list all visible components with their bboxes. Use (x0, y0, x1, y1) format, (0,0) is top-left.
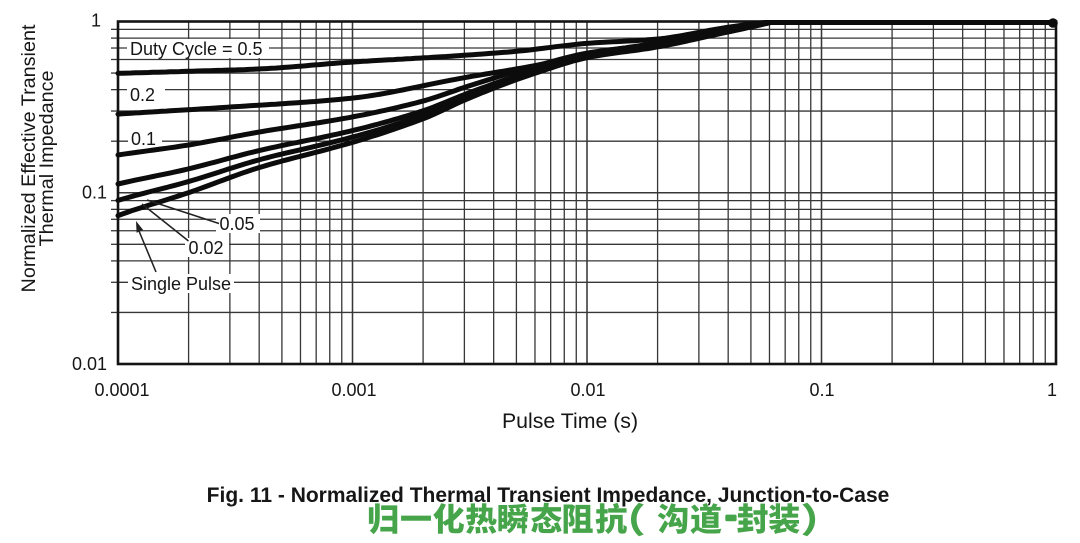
svg-text:0.001: 0.001 (331, 380, 376, 400)
svg-text:0.1: 0.1 (809, 380, 834, 400)
svg-text:0.1: 0.1 (131, 129, 156, 149)
svg-text:1: 1 (1047, 380, 1057, 400)
svg-text:0.01: 0.01 (570, 380, 605, 400)
svg-text:0.05: 0.05 (220, 214, 255, 234)
svg-text:Pulse Time (s): Pulse Time (s) (502, 409, 638, 433)
svg-text:0.02: 0.02 (189, 238, 224, 258)
svg-text:0.1: 0.1 (82, 183, 107, 203)
svg-text:Normalized Effective Transient: Normalized Effective TransientThermal Im… (18, 24, 58, 292)
svg-text:0.2: 0.2 (130, 85, 155, 105)
svg-text:Single Pulse: Single Pulse (131, 274, 231, 294)
svg-text:0.0001: 0.0001 (94, 380, 149, 400)
svg-text:Duty Cycle = 0.5: Duty Cycle = 0.5 (130, 39, 263, 59)
svg-text:1: 1 (91, 11, 101, 31)
svg-text:Fig. 11 - Normalized Thermal T: Fig. 11 - Normalized Thermal Transient I… (207, 484, 890, 507)
svg-text:0.01: 0.01 (72, 354, 107, 374)
